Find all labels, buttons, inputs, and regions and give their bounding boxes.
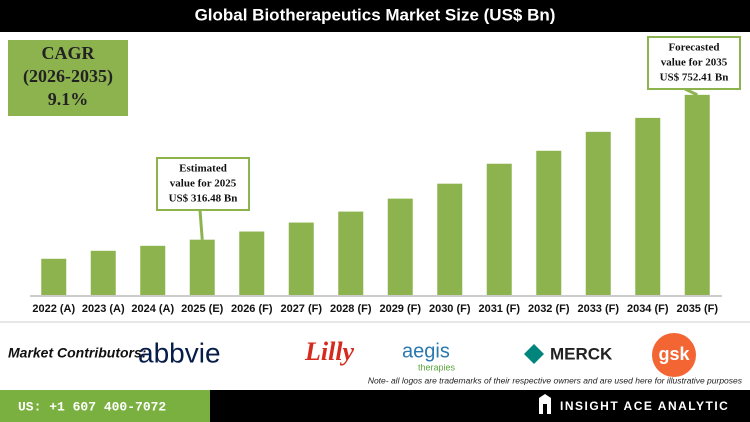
brand: INSIGHT ACE ANALYTIC: [560, 399, 729, 413]
callout-text: value for 2025: [170, 178, 237, 190]
bar: [635, 117, 661, 295]
bar: [338, 211, 364, 295]
chart-title: Global Biotherapeutics Market Size (US$ …: [195, 5, 556, 24]
x-tick-label: 2026 (F): [231, 303, 273, 315]
callout-box: [647, 36, 741, 90]
footer-phone-box: [0, 390, 210, 422]
logo-gsk: gsk: [658, 344, 690, 364]
bar: [189, 239, 215, 295]
callout-text: US$ 316.48 Bn: [169, 193, 238, 205]
note: Note- all logos are trademarks of their …: [368, 375, 743, 385]
x-tick-label: 2035 (F): [676, 303, 718, 315]
gsk-circle: [652, 333, 696, 377]
title-bar: [0, 0, 750, 32]
x-tick-label: 2034 (F): [627, 303, 669, 315]
bar: [239, 231, 265, 295]
merck-icon: [524, 344, 544, 364]
bar: [288, 222, 314, 295]
x-tick-label: 2029 (F): [379, 303, 421, 315]
callout-text: value for 2035: [661, 57, 728, 69]
logo-abbvie: abbvie: [138, 337, 221, 368]
bar: [140, 245, 166, 295]
callout-text: Forecasted: [668, 42, 719, 54]
x-tick-label: 2032 (F): [528, 303, 570, 315]
callout-text: US$ 752.41 Bn: [660, 72, 729, 84]
cagr-period: (2026-2035): [23, 66, 113, 87]
bar: [536, 150, 562, 295]
bar: [437, 183, 463, 295]
phone: US: +1 607 400-7072: [18, 399, 166, 414]
logo-merck: MERCK: [550, 344, 613, 363]
callout-box: [156, 157, 250, 211]
x-tick-label: 2022 (A): [32, 303, 75, 315]
x-tick-label: 2033 (F): [577, 303, 619, 315]
cagr-box: [8, 40, 128, 116]
contributors-label: Market Contributors:: [8, 345, 146, 361]
x-tick-label: 2024 (A): [131, 303, 174, 315]
bar: [585, 131, 611, 295]
x-tick-label: 2027 (F): [280, 303, 322, 315]
logo-aegis-sub: therapies: [418, 362, 456, 372]
bar: [90, 250, 116, 295]
x-tick-label: 2028 (F): [330, 303, 372, 315]
callout-line: [198, 209, 204, 240]
bar: [387, 198, 413, 295]
x-tick-label: 2023 (A): [82, 303, 125, 315]
cagr-label: CAGR: [42, 43, 96, 63]
callout-text: Estimated: [179, 163, 227, 175]
x-tick-label: 2025 (E): [181, 303, 224, 315]
logo-aegis: aegis: [402, 340, 450, 362]
bar: [486, 163, 512, 295]
logo-lilly: Lilly: [304, 337, 355, 366]
brand-icon: [539, 394, 551, 414]
x-tick-label: 2031 (F): [478, 303, 520, 315]
cagr-value: 9.1%: [48, 89, 89, 109]
bar: [684, 94, 710, 296]
x-tick-label: 2030 (F): [429, 303, 471, 315]
bar: [41, 258, 67, 295]
